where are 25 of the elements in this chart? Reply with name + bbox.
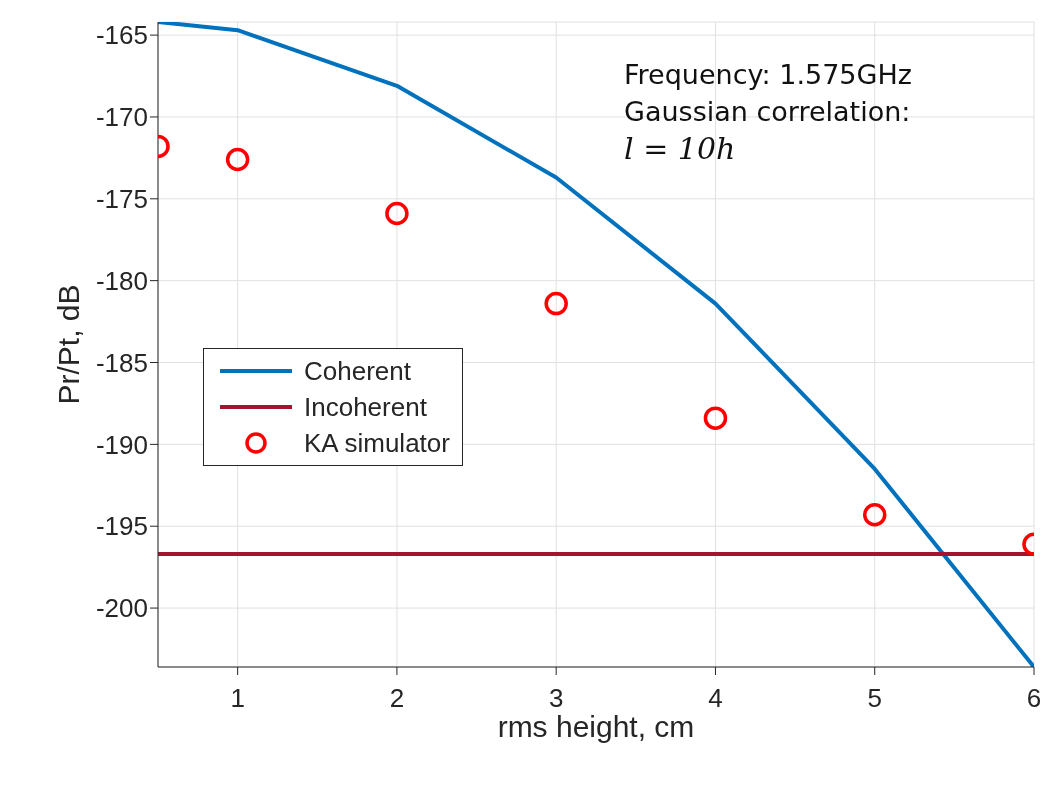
y-tick-label: -190 [95, 429, 148, 460]
annotation: l = 10h [624, 130, 737, 167]
y-tick-label: -165 [95, 20, 148, 51]
y-tick-label: -200 [95, 593, 148, 624]
x-tick-label: 4 [708, 683, 723, 714]
y-tick-label: -170 [95, 102, 148, 133]
legend-label: Coherent [304, 355, 411, 387]
point [385, 201, 409, 226]
y-tick-label: -195 [95, 511, 148, 542]
y-axis-title: Pr/Pt, dB [51, 284, 85, 405]
point [703, 406, 728, 430]
annotation: Gaussian correlation: [624, 95, 912, 129]
point [225, 147, 250, 172]
y-tick-label: -175 [95, 184, 148, 215]
y-tick-label: -180 [95, 265, 148, 296]
y-tick-label: -185 [95, 347, 148, 378]
x-tick-label: 6 [1026, 683, 1042, 714]
x-tick-label: 5 [867, 683, 882, 714]
legend-label: KA simulator [304, 427, 450, 459]
x-tick-label: 2 [389, 683, 405, 714]
point [544, 291, 568, 316]
annotation: Frequency: 1.575GHz [624, 58, 912, 92]
point [862, 503, 887, 527]
x-tick-label: 1 [230, 683, 245, 714]
legend-label: Incoherent [304, 391, 427, 423]
